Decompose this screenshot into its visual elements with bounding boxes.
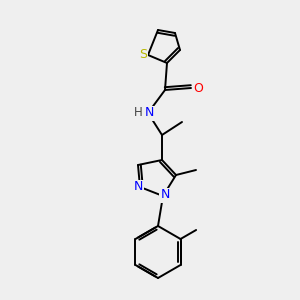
Text: N: N bbox=[133, 181, 143, 194]
Text: N: N bbox=[144, 106, 154, 119]
Text: N: N bbox=[160, 188, 170, 202]
Text: O: O bbox=[193, 82, 203, 94]
Text: S: S bbox=[139, 49, 147, 62]
Text: H: H bbox=[134, 106, 142, 118]
